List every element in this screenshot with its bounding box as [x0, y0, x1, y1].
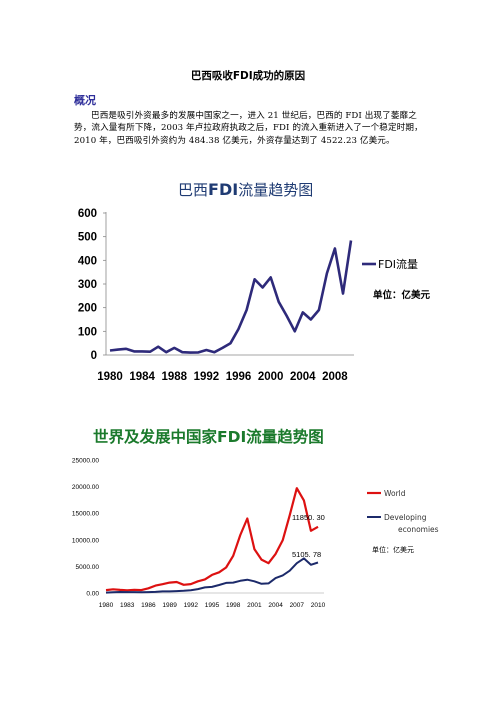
chart2-x-tick-label: 1980: [99, 602, 114, 609]
chart1-y-tick-label: 400: [78, 255, 97, 267]
chart2-y-tick-label: 10000.00: [72, 537, 99, 544]
chart2-legend-developing-line2: economies: [398, 525, 439, 534]
chart1-title: 巴西FDI流量趋势图: [178, 180, 313, 199]
chart2-y-tick-label: 25000.00: [72, 458, 99, 465]
chart2-x-tick-label: 1995: [205, 602, 220, 609]
chart2-y-tick-label: 0.00: [86, 591, 99, 598]
chart1-y-tick-label: 200: [78, 303, 97, 315]
chart1-title-bold: FDI: [208, 180, 238, 199]
chart1-x-tick-label: 2004: [290, 371, 316, 383]
chart1-unit-label: 单位：亿美元: [373, 289, 431, 301]
chart2-legend-developing-line1: Developing: [384, 513, 427, 522]
chart1-x-tick-label: 1984: [129, 371, 155, 383]
chart1-x-tick-label: 1988: [161, 371, 187, 383]
chart1-y-tick-label: 600: [78, 208, 97, 220]
chart2-developing-line: [105, 557, 319, 594]
chart2-unit-label: 单位：亿美元: [372, 545, 414, 554]
world-fdi-chart: 世界及发展中国家FDI流量趋势图 0.00 5000.00 10000.00 1500…: [72, 427, 439, 609]
chart2-legend-world-label: World: [384, 489, 406, 498]
chart1-y-tick-label: 500: [78, 232, 97, 244]
chart1-x-tick-label: 1980: [97, 371, 123, 383]
chart2-world-line: [105, 487, 319, 592]
chart2-x-tick-label: 1983: [120, 602, 135, 609]
chart1-title-suffix: 流量趋势图: [238, 181, 313, 199]
chart1-legend-label: FDI流量: [378, 257, 418, 271]
chart2-x-tick-label: 2001: [247, 602, 262, 609]
chart2-y-tick-label: 20000.00: [72, 484, 99, 491]
chart1-y-tick-label: 100: [78, 326, 97, 338]
chart1-x-tick-label: 1996: [226, 371, 252, 383]
chart2-x-tick-label: 2004: [268, 602, 283, 609]
chart2-developing-last-label: 5105. 78: [292, 550, 321, 559]
chart1-title-prefix: 巴西: [178, 181, 208, 199]
chart2-x-tick-label: 1992: [184, 602, 199, 609]
chart2-legend-developing-label: Developing economies: [384, 513, 439, 534]
overview-paragraph: 巴西是吸引外资最多的发展中国家之一，进入 21 世纪后，巴西的 FDI 出现了萎…: [74, 111, 423, 146]
chart2-title: 世界及发展中国家FDI流量趋势图: [93, 427, 324, 446]
section-heading: 概况: [74, 94, 96, 107]
document-title: 巴西吸收FDI成功的原因: [190, 70, 306, 82]
chart2-x-tick-label: 2007: [290, 602, 305, 609]
chart2-y-tick-label: 15000.00: [72, 511, 99, 518]
chart2-y-tick-label: 5000.00: [76, 564, 100, 571]
chart1-x-tick-label: 2008: [322, 371, 348, 383]
chart1-y-tick-label: 0: [91, 350, 97, 362]
chart2-world-last-label: 11850. 30: [292, 513, 325, 522]
chart2-x-tick-label: 1986: [141, 602, 156, 609]
chart2-x-tick-label: 1998: [226, 602, 241, 609]
chart2-x-tick-label: 1989: [162, 602, 177, 609]
chart1-x-tick-label: 1992: [194, 371, 220, 383]
chart1-y-tick-label: 300: [78, 279, 97, 291]
chart2-x-tick-label: 2010: [311, 602, 326, 609]
brazil-fdi-chart: 巴西FDI流量趋势图 0 100 200 300 400 500 600 1980 1984 1…: [78, 180, 431, 383]
chart1-series-line: [109, 240, 353, 354]
chart1-x-tick-label: 2000: [258, 371, 284, 383]
